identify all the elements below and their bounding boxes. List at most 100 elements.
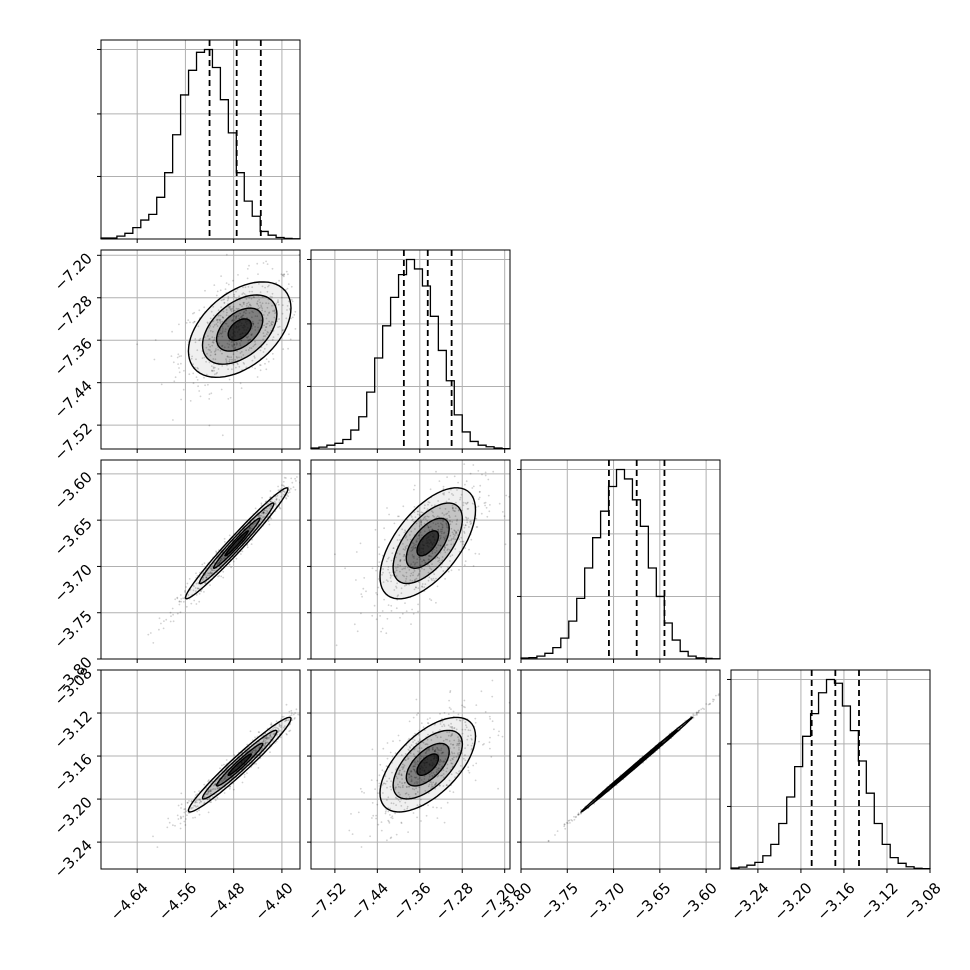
sample-point (411, 608, 413, 611)
sample-point (398, 553, 401, 555)
sample-point (400, 805, 403, 807)
sample-point (247, 286, 250, 288)
sample-point (427, 733, 429, 736)
sample-point (252, 296, 255, 298)
sample-point (266, 736, 269, 739)
sample-point (212, 320, 215, 322)
sample-point (415, 742, 418, 745)
sample-point (241, 305, 243, 307)
sample-point (439, 536, 442, 539)
sample-point (447, 724, 450, 727)
sample-point (235, 557, 238, 560)
sample-point (225, 360, 228, 362)
sample-point (411, 780, 413, 782)
contour-line (184, 487, 289, 600)
sample-point (462, 718, 465, 721)
sample-point (429, 488, 432, 491)
sample-point (408, 776, 411, 779)
sample-point (374, 528, 377, 531)
sample-point (232, 353, 235, 355)
sample-point (242, 314, 245, 317)
sample-point (215, 550, 217, 553)
sample-point (478, 553, 481, 555)
sample-point (431, 510, 433, 513)
sample-point (210, 392, 213, 395)
sample-point (196, 379, 199, 381)
sample-point (206, 798, 209, 801)
sample-point (237, 308, 240, 310)
sample-point (405, 759, 407, 761)
sample-point (449, 691, 451, 694)
sample-point (454, 530, 456, 532)
sample-point (373, 604, 376, 607)
sample-point (259, 369, 262, 372)
sample-point (219, 559, 222, 562)
sample-point (419, 558, 422, 561)
sample-point (442, 773, 445, 775)
sample-point (441, 526, 444, 529)
sample-point (385, 579, 388, 581)
sample-point (428, 778, 430, 781)
sample-point (259, 514, 261, 517)
sample-point (219, 332, 222, 335)
sample-point (407, 758, 409, 760)
sample-point (398, 534, 401, 537)
sample-point (312, 693, 314, 695)
sample-point (431, 748, 434, 751)
sample-point (454, 507, 457, 510)
sample-point (399, 769, 401, 772)
sample-point (359, 787, 362, 790)
sample-point (174, 376, 177, 379)
sample-point (285, 718, 287, 721)
sample-point (564, 827, 567, 830)
sample-point (247, 305, 250, 308)
sample-point (449, 690, 452, 692)
sample-point (202, 576, 205, 579)
sample-point (205, 576, 208, 578)
sample-point (399, 786, 402, 789)
sample-point (245, 349, 248, 352)
sample-point (384, 775, 387, 777)
sample-point (435, 516, 438, 519)
sample-point (198, 801, 201, 804)
sample-point (427, 501, 430, 503)
sample-point (712, 700, 714, 703)
sample-point (395, 575, 398, 577)
sample-point (270, 722, 273, 725)
sample-point (273, 309, 276, 312)
sample-point (448, 731, 451, 734)
sample-point (484, 711, 487, 713)
sample-point (247, 339, 250, 342)
sample-point (273, 310, 276, 313)
sample-point (412, 812, 415, 814)
sample-point (438, 760, 441, 762)
sample-point (269, 735, 272, 738)
sample-point (400, 773, 403, 775)
sample-point (371, 748, 374, 751)
sample-point (437, 763, 440, 765)
sample-point (458, 739, 461, 742)
sample-point (279, 736, 282, 739)
sample-point (232, 363, 235, 366)
sample-point (405, 785, 408, 788)
sample-point (271, 304, 273, 307)
sample-point (395, 804, 397, 806)
sample-point (214, 366, 216, 369)
sample-point (292, 486, 295, 488)
sample-point (287, 719, 290, 722)
x-tick-label: −7.36 (389, 879, 434, 924)
sample-point (283, 490, 285, 493)
sample-point (465, 724, 467, 727)
sample-point (376, 779, 379, 782)
sample-point (411, 549, 414, 552)
sample-point (439, 768, 442, 770)
sample-point (208, 338, 210, 340)
sample-point (410, 546, 413, 549)
sample-point (424, 752, 427, 754)
sample-point (197, 325, 200, 328)
sample-point (466, 521, 469, 524)
sample-point (290, 285, 293, 288)
sample-point (226, 342, 229, 345)
sample-point (697, 711, 700, 714)
sample-point (390, 802, 393, 805)
